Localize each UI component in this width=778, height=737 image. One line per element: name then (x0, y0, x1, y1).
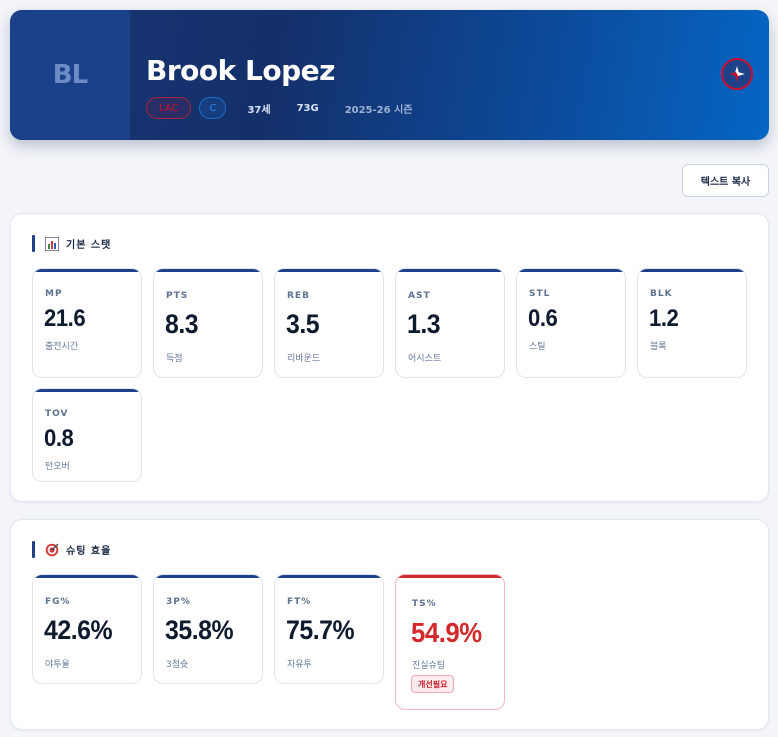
stat-card-reb: REB 3.5 리바운드 (274, 268, 384, 378)
stat-value: 3.5 (286, 309, 320, 339)
player-name: Brook Lopez (146, 54, 335, 87)
player-meta: LAC C 37세 73G 2025-26 시즌 (146, 96, 425, 120)
stat-label: STL (529, 289, 551, 299)
stat-card-tov: TOV 0.8 턴오버 (32, 388, 142, 482)
stat-description: 턴오버 (45, 462, 70, 472)
stat-label: AST (408, 291, 431, 301)
stat-label: FG% (45, 597, 71, 607)
stat-value: 35.8% (165, 615, 234, 645)
stat-card-stl: STL 0.6 스틸 (516, 268, 626, 378)
stat-value: 0.6 (528, 305, 558, 332)
team-badge: LAC (146, 97, 192, 119)
section-header: 슈팅 효율 (32, 541, 111, 558)
stat-description: 블록 (650, 342, 667, 352)
stat-description: 득점 (166, 354, 183, 364)
stat-label: TOV (45, 409, 69, 419)
stat-description: 진실슈팅 (412, 661, 446, 671)
stat-description: 스틸 (529, 342, 546, 352)
stat-card-ast: AST 1.3 어시스트 (395, 268, 505, 378)
stat-label: REB (287, 291, 310, 301)
stat-label: MP (45, 289, 63, 299)
stat-value: 0.8 (44, 425, 74, 452)
needs-improvement-badge: 개선필요 (411, 675, 455, 693)
position-badge: C (199, 97, 227, 119)
player-header: BL Brook Lopez LAC C 37세 73G 2025-26 시즌 (10, 10, 769, 140)
section-header: 기본 스탯 (32, 235, 111, 252)
stat-label: BLK (650, 289, 673, 299)
stat-card-ft: FT% 75.7% 자유투 (274, 574, 384, 684)
stat-card-fg: FG% 42.6% 야투율 (32, 574, 142, 684)
stat-card-mp: MP 21.6 출전시간 (32, 268, 142, 378)
section-accent-bar (32, 541, 35, 558)
stat-value: 21.6 (44, 305, 86, 332)
shooting-efficiency-section: 슈팅 효율 FG% 42.6% 야투율 3P% 35.8% 3점슛 FT% 75… (10, 519, 769, 730)
games-played: 73G (296, 102, 319, 114)
stat-description: 3점슛 (166, 660, 189, 670)
stat-description: 야투율 (45, 660, 70, 670)
stat-card-pts: PTS 8.3 득점 (153, 268, 263, 378)
stat-value: 8.3 (165, 309, 199, 339)
section-title: 슈팅 효율 (66, 546, 112, 557)
stat-card-3p: 3P% 35.8% 3점슛 (153, 574, 263, 684)
stat-description: 출전시간 (45, 342, 79, 352)
stat-value: 54.9% (411, 617, 482, 648)
stat-value: 42.6% (44, 615, 113, 645)
stat-label: 3P% (166, 597, 191, 607)
bar-chart-icon (45, 236, 59, 251)
stat-description: 리바운드 (287, 354, 321, 364)
target-icon (45, 543, 59, 557)
stat-card-blk: BLK 1.2 블록 (637, 268, 747, 378)
stat-card-ts: TS% 54.9% 진실슈팅 개선필요 (395, 574, 505, 710)
stat-label: PTS (166, 291, 189, 301)
stat-value: 75.7% (286, 615, 355, 645)
copy-text-button[interactable]: 텍스트 복사 (682, 164, 769, 197)
stat-value: 1.3 (407, 309, 441, 339)
stat-label: TS% (412, 599, 437, 609)
section-title: 기본 스탯 (66, 240, 112, 251)
player-age: 37세 (247, 104, 271, 116)
stat-value: 1.2 (649, 305, 679, 332)
avatar: BL (10, 10, 130, 140)
stat-description: 자유투 (287, 660, 312, 670)
season-label: 2025-26 시즌 (344, 104, 413, 116)
basic-stats-section: 기본 스탯 MP 21.6 출전시간 PTS 8.3 득점 REB 3.5 리바… (10, 213, 769, 502)
section-accent-bar (32, 235, 35, 252)
avatar-initials: BL (52, 60, 88, 90)
team-logo-icon (721, 58, 753, 90)
stat-description: 어시스트 (408, 354, 442, 364)
stat-label: FT% (287, 597, 312, 607)
